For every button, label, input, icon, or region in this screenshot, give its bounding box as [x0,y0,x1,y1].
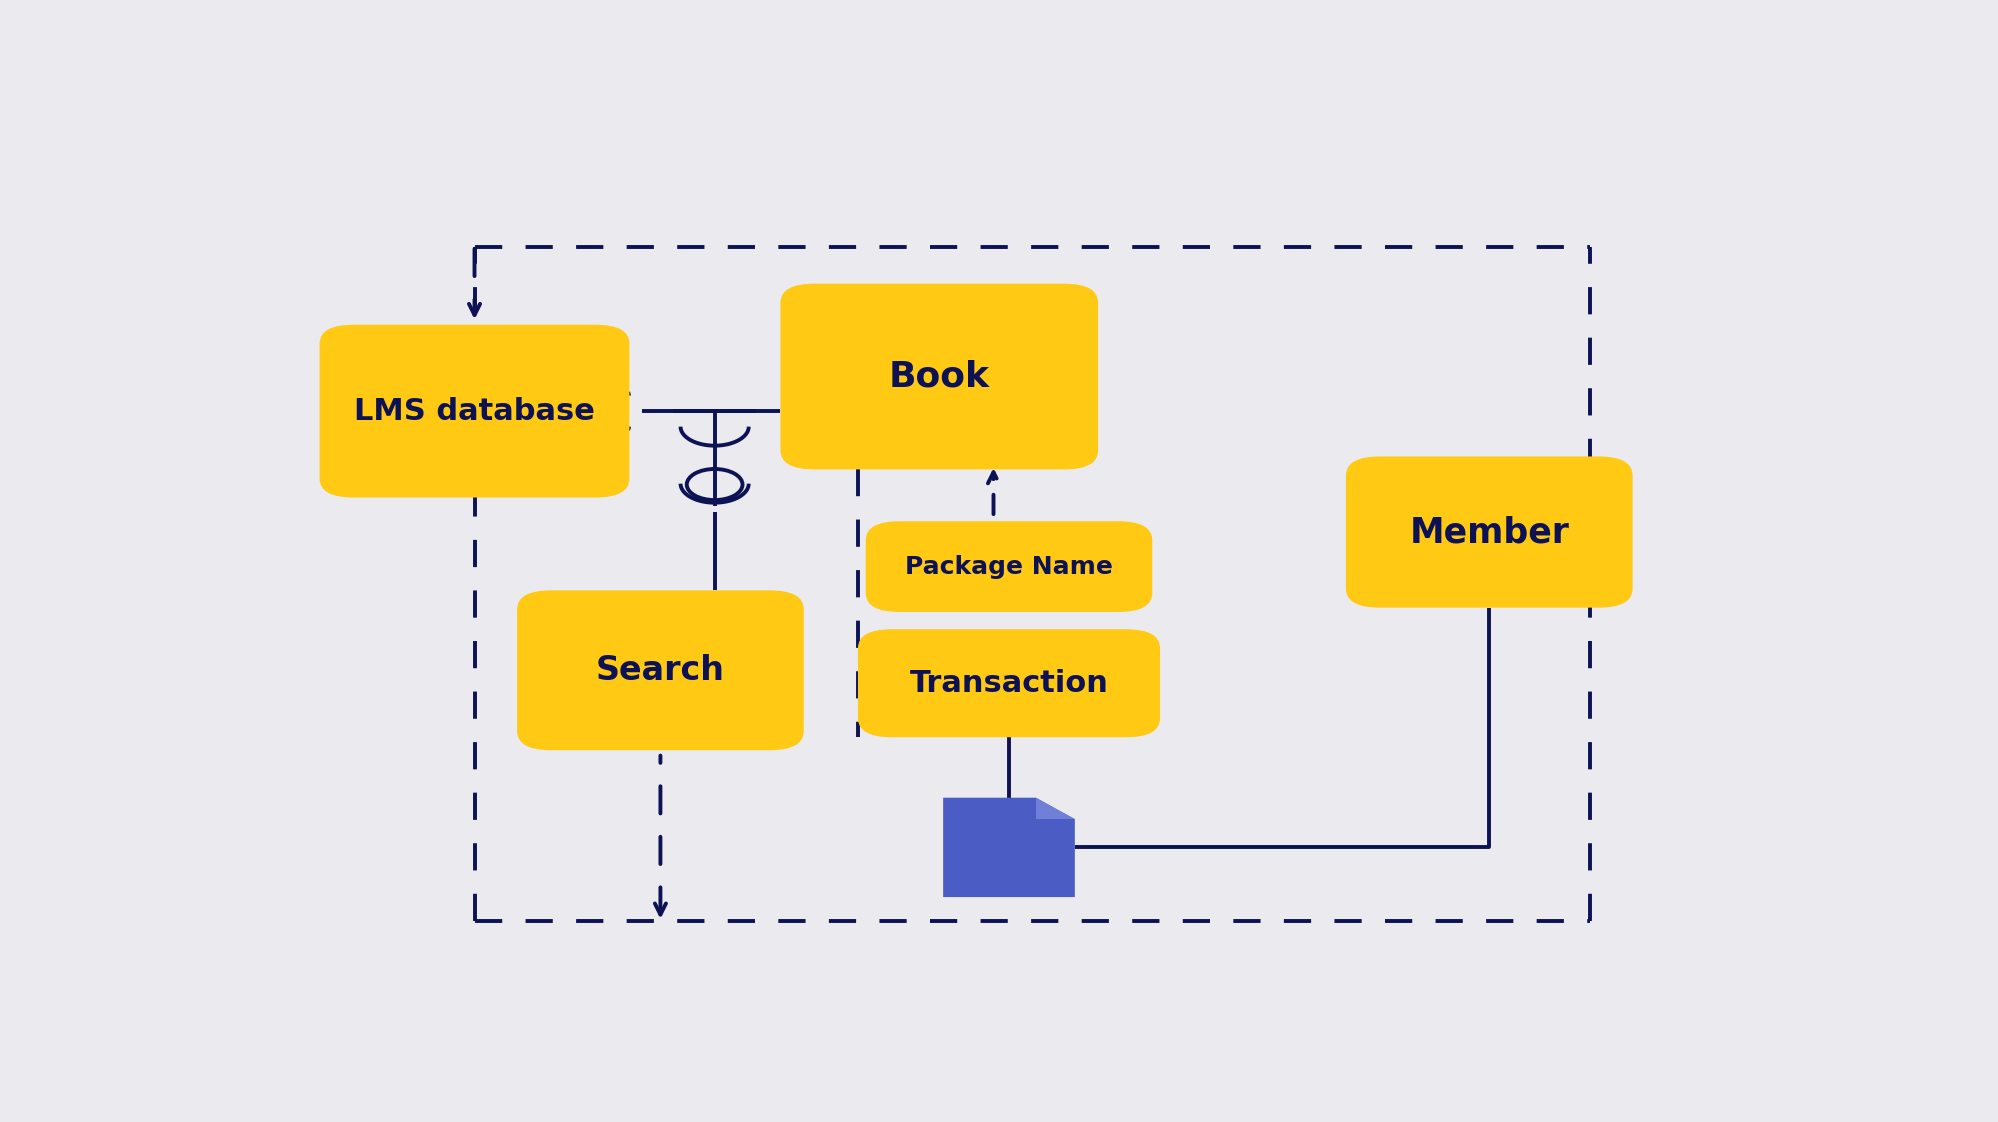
FancyBboxPatch shape [865,522,1151,611]
Text: Book: Book [889,359,989,394]
Polygon shape [1035,798,1075,819]
FancyBboxPatch shape [1345,457,1632,608]
Text: Package Name: Package Name [905,554,1113,579]
Text: Member: Member [1409,515,1568,549]
Polygon shape [943,798,1075,898]
FancyBboxPatch shape [779,284,1097,469]
Text: Search: Search [595,654,725,687]
Text: LMS database: LMS database [354,396,595,425]
Text: Transaction: Transaction [909,669,1107,698]
FancyBboxPatch shape [320,324,629,497]
FancyBboxPatch shape [857,629,1159,737]
FancyBboxPatch shape [517,590,803,751]
